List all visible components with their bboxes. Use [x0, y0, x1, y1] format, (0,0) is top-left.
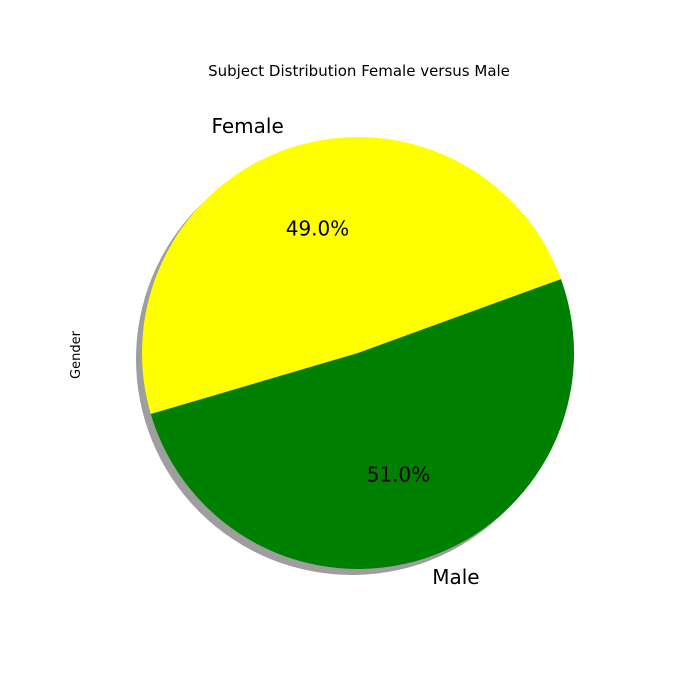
- percent-label-female: 49.0%: [286, 216, 350, 240]
- percent-label-male: 51.0%: [367, 463, 431, 487]
- slice-female: [141, 136, 561, 414]
- y-axis-label: Gender: [69, 330, 84, 379]
- chart-title: Subject Distribution Female versus Male: [208, 62, 510, 80]
- slice-label-female: Female: [211, 114, 283, 138]
- pie-labels: Female 49.0% Male 51.0%: [211, 114, 479, 589]
- slice-label-male: Male: [432, 565, 479, 589]
- pie-slices: [141, 136, 574, 569]
- slice-male: [150, 279, 574, 569]
